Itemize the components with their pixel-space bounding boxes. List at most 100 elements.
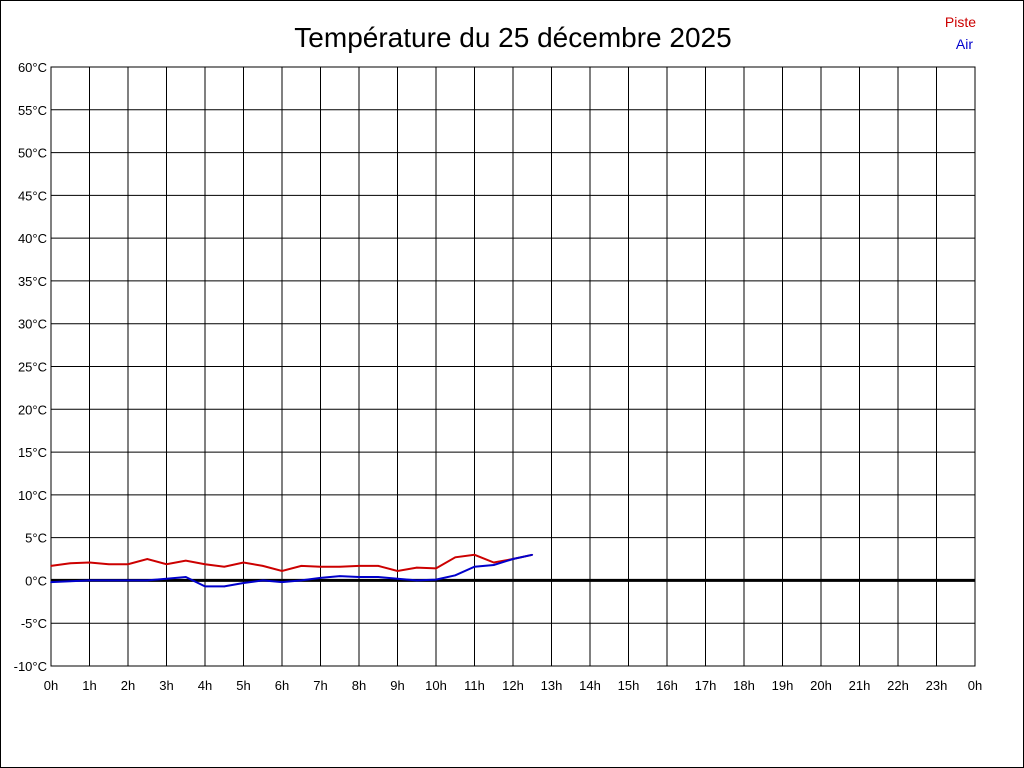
x-tick-label: 3h — [159, 678, 173, 693]
x-tick-label: 15h — [618, 678, 640, 693]
data-point-air — [377, 576, 380, 578]
x-tick-label: 22h — [887, 678, 909, 693]
data-point-air — [435, 578, 437, 581]
x-tick-label: 0h — [968, 678, 982, 693]
data-point-piste — [415, 566, 418, 569]
legend-air: Air — [956, 36, 973, 52]
data-point-air — [107, 579, 110, 582]
data-point-piste — [473, 553, 476, 556]
data-point-piste — [300, 565, 303, 567]
x-tick-label: 6h — [275, 678, 289, 693]
data-point-piste — [69, 562, 72, 565]
data-point-air — [223, 585, 226, 588]
data-point-air — [69, 580, 72, 583]
legend-piste: Piste — [945, 14, 976, 30]
data-point-air — [319, 577, 322, 579]
data-point-piste — [127, 563, 129, 565]
y-tick-label: 45°C — [18, 188, 47, 203]
series-lines — [50, 553, 534, 588]
data-point-air — [531, 553, 534, 556]
legend: Piste Air — [945, 14, 976, 52]
x-tick-label: 20h — [810, 678, 832, 693]
data-point-piste — [165, 563, 168, 565]
data-point-air — [415, 579, 418, 582]
data-point-piste — [242, 561, 245, 564]
x-tick-label: 23h — [926, 678, 948, 693]
x-tick-label: 17h — [695, 678, 717, 693]
data-point-air — [88, 579, 91, 582]
x-tick-label: 13h — [541, 678, 563, 693]
y-tick-label: 35°C — [18, 274, 47, 289]
data-point-air — [261, 579, 264, 582]
y-tick-label: 50°C — [18, 146, 47, 161]
y-tick-label: 20°C — [18, 402, 47, 417]
data-point-piste — [107, 563, 110, 565]
data-point-piste — [338, 565, 341, 568]
data-point-air — [204, 585, 206, 588]
x-tick-label: 12h — [502, 678, 524, 693]
data-point-air — [50, 581, 52, 583]
y-tick-label: 0°C — [25, 573, 47, 588]
data-point-air — [127, 579, 129, 582]
data-point-piste — [281, 570, 283, 572]
data-point-air — [512, 558, 514, 560]
y-tick-label: -10°C — [14, 659, 47, 674]
data-point-piste — [261, 565, 264, 567]
x-tick-label: 9h — [390, 678, 404, 693]
x-tick-label: 11h — [464, 678, 485, 693]
series-line-air — [50, 553, 533, 588]
data-point-air — [358, 576, 360, 578]
x-tick-label: 18h — [733, 678, 755, 693]
data-point-air — [492, 564, 495, 566]
x-tick-label: 21h — [849, 678, 871, 693]
data-point-air — [338, 575, 341, 577]
y-tick-label: 15°C — [18, 445, 47, 460]
x-tick-label: 0h — [44, 678, 58, 693]
data-point-piste — [184, 559, 187, 562]
data-point-air — [281, 581, 283, 583]
data-point-piste — [454, 556, 457, 559]
data-point-piste — [146, 558, 149, 560]
data-point-air — [473, 565, 476, 568]
x-tick-label: 19h — [772, 678, 794, 693]
y-tick-label: 40°C — [18, 231, 47, 246]
data-point-piste — [377, 565, 380, 567]
data-point-piste — [223, 565, 226, 568]
data-point-air — [184, 576, 187, 578]
y-tick-label: 5°C — [25, 531, 47, 546]
data-point-piste — [358, 565, 360, 567]
x-tick-label: 16h — [656, 678, 678, 693]
x-axis-ticks: 0h 1h 2h 3h 4h 5h 6h 7h 8h 9h 10h 11h 12h 13h 14h 15h 16… — [44, 678, 982, 693]
data-point-air — [165, 577, 168, 580]
y-tick-label: 60°C — [18, 60, 47, 75]
y-tick-label: -5°C — [21, 616, 47, 631]
data-point-air — [242, 582, 245, 584]
chart-title: Température du 25 décembre 2025 — [294, 22, 731, 53]
x-tick-label: 10h — [425, 678, 447, 693]
y-tick-label: 10°C — [18, 488, 47, 503]
x-tick-label: 2h — [121, 678, 135, 693]
data-point-piste — [319, 565, 322, 568]
data-point-air — [300, 579, 303, 582]
x-tick-label: 14h — [579, 678, 601, 693]
data-point-piste — [396, 570, 399, 572]
x-tick-label: 4h — [198, 678, 212, 693]
data-point-piste — [492, 561, 495, 564]
y-tick-label: 25°C — [18, 360, 47, 375]
x-tick-label: 7h — [313, 678, 327, 693]
data-point-piste — [435, 567, 437, 570]
data-point-piste — [50, 565, 52, 567]
x-tick-label: 1h — [82, 678, 96, 693]
data-point-piste — [204, 563, 206, 565]
data-point-air — [396, 577, 399, 580]
data-point-piste — [88, 561, 91, 564]
x-tick-label: 8h — [352, 678, 366, 693]
grid — [50, 66, 976, 667]
y-tick-label: 30°C — [18, 317, 47, 332]
y-axis-ticks: 60°C 55°C 50°C 45°C 40°C 35°C 30°C 25°C 20°C 15°C… — [14, 60, 47, 674]
data-point-air — [146, 579, 149, 582]
x-tick-label: 5h — [236, 678, 250, 693]
data-point-air — [454, 574, 457, 577]
